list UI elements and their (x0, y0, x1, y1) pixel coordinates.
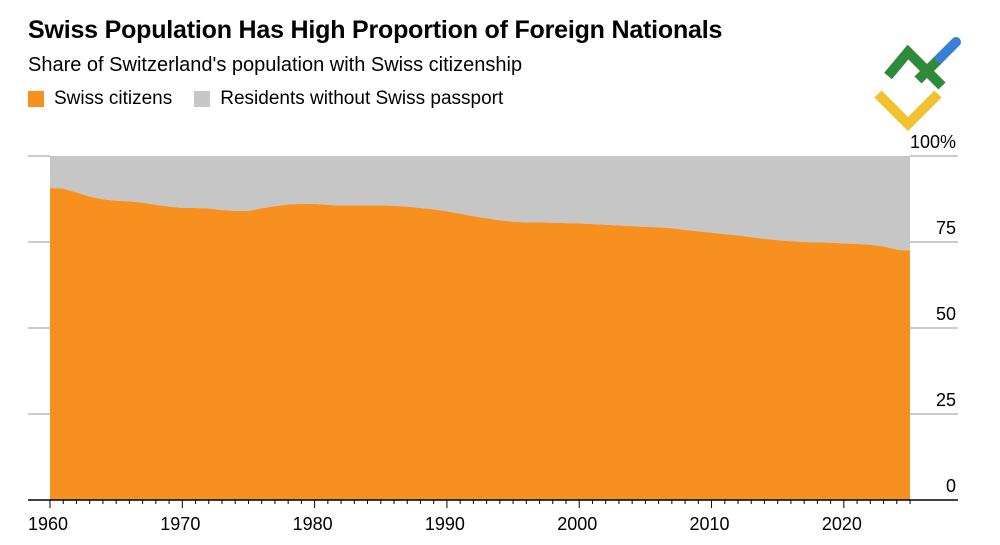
x-tick-label-1960: 1960 (28, 514, 68, 534)
y-tick-label-100: 100% (910, 132, 956, 152)
logo-stroke-green (914, 54, 944, 84)
x-tick-label-1970: 1970 (160, 514, 200, 534)
chart-legend: Swiss citizens Residents without Swiss p… (28, 88, 525, 110)
x-tick-label-2000: 2000 (557, 514, 597, 534)
legend-item-swiss-citizens: Swiss citizens (28, 88, 172, 110)
brand-logo-icon (874, 37, 961, 131)
logo-stroke-blue (935, 37, 961, 63)
area-residents-without-passport (50, 156, 910, 251)
x-tick-label-1990: 1990 (425, 514, 465, 534)
chart-subtitle: Share of Switzerland's population with S… (28, 54, 523, 76)
chart-title: Swiss Population Has High Proportion of … (28, 16, 723, 44)
x-tick-label-2010: 2010 (690, 514, 730, 534)
legend-swatch-swiss-citizens (28, 91, 44, 107)
logo-chevron-yellow (874, 90, 942, 131)
y-tick-label-75: 75 (936, 218, 956, 238)
legend-label-residents-without-passport: Residents without Swiss passport (220, 88, 504, 109)
legend-swatch-residents-without-passport (194, 91, 211, 107)
y-tick-label-25: 25 (936, 390, 956, 410)
logo-chevron-green (884, 44, 946, 90)
y-tick-label-50: 50 (936, 304, 956, 324)
y-tick-label-0: 0 (946, 476, 956, 496)
area-swiss-citizens (50, 187, 910, 501)
legend-label-swiss-citizens: Swiss citizens (54, 88, 173, 109)
x-tick-label-2020: 2020 (822, 514, 862, 534)
x-tick-label-1980: 1980 (293, 514, 333, 534)
legend-item-residents-without-passport: Residents without Swiss passport (194, 88, 503, 110)
